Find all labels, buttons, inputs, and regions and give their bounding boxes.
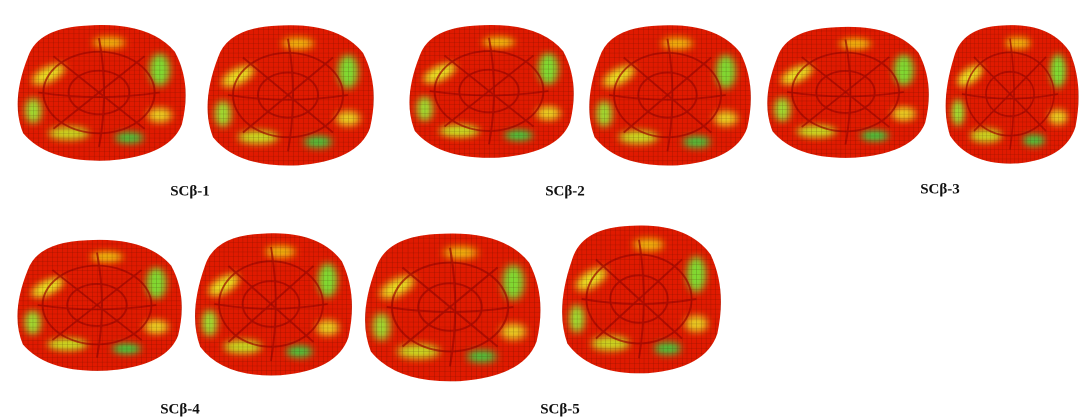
mesh-model: [938, 20, 1082, 168]
model-group: SCβ-3: [758, 20, 1082, 197]
model-group: SCβ-4: [8, 228, 356, 417]
mesh-model: [8, 20, 190, 165]
mesh-model: [400, 20, 578, 162]
mesh-model: [553, 220, 725, 378]
mesh-model: [580, 20, 755, 170]
model-group: SCβ-1: [8, 20, 378, 199]
figure-label: SCβ-2: [545, 183, 585, 199]
figure-label: SCβ-3: [920, 181, 960, 197]
mesh-model: [355, 228, 545, 386]
mesh-model: [186, 228, 356, 380]
mesh-model: [8, 235, 186, 375]
figure-label: SCβ-4: [160, 401, 200, 417]
figure-label: SCβ-5: [540, 401, 580, 417]
model-group: SCβ-5: [355, 220, 725, 417]
figure: SCβ-1 SCβ-2 SCβ-3 SCβ-4 SCβ-5: [0, 0, 1086, 420]
mesh-model: [758, 22, 933, 162]
mesh-model: [198, 20, 378, 170]
model-group: SCβ-2: [400, 20, 755, 199]
figure-label: SCβ-1: [170, 183, 210, 199]
